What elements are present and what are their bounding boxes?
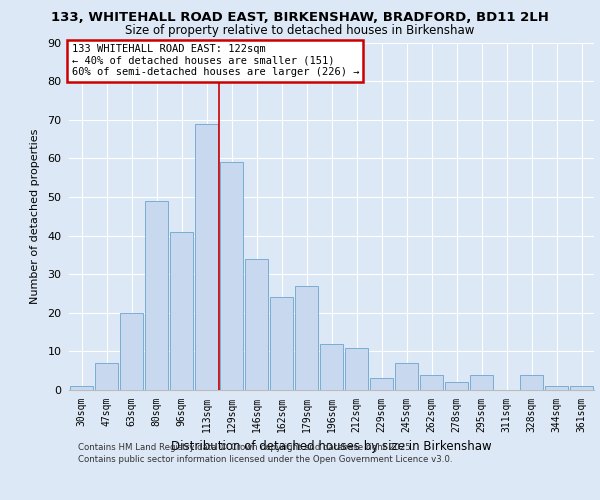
Bar [545, 386, 568, 390]
Bar [320, 344, 343, 390]
Bar [295, 286, 318, 390]
Bar [170, 232, 193, 390]
Text: 133, WHITEHALL ROAD EAST, BIRKENSHAW, BRADFORD, BD11 2LH: 133, WHITEHALL ROAD EAST, BIRKENSHAW, BR… [51, 11, 549, 24]
Text: 133 WHITEHALL ROAD EAST: 122sqm
← 40% of detached houses are smaller (151)
60% o: 133 WHITEHALL ROAD EAST: 122sqm ← 40% of… [71, 44, 359, 78]
Bar [270, 298, 293, 390]
Bar [70, 386, 93, 390]
X-axis label: Distribution of detached houses by size in Birkenshaw: Distribution of detached houses by size … [171, 440, 492, 453]
Bar [95, 363, 118, 390]
Bar [570, 386, 593, 390]
Bar [395, 363, 418, 390]
Bar [195, 124, 218, 390]
Text: Contains HM Land Registry data © Crown copyright and database right 2025.: Contains HM Land Registry data © Crown c… [78, 442, 413, 452]
Bar [220, 162, 243, 390]
Bar [120, 313, 143, 390]
Text: Size of property relative to detached houses in Birkenshaw: Size of property relative to detached ho… [125, 24, 475, 37]
Bar [145, 201, 168, 390]
Bar [445, 382, 468, 390]
Y-axis label: Number of detached properties: Number of detached properties [30, 128, 40, 304]
Bar [245, 258, 268, 390]
Bar [470, 374, 493, 390]
Bar [520, 374, 543, 390]
Bar [345, 348, 368, 390]
Bar [370, 378, 393, 390]
Bar [420, 374, 443, 390]
Text: Contains public sector information licensed under the Open Government Licence v3: Contains public sector information licen… [78, 455, 452, 464]
